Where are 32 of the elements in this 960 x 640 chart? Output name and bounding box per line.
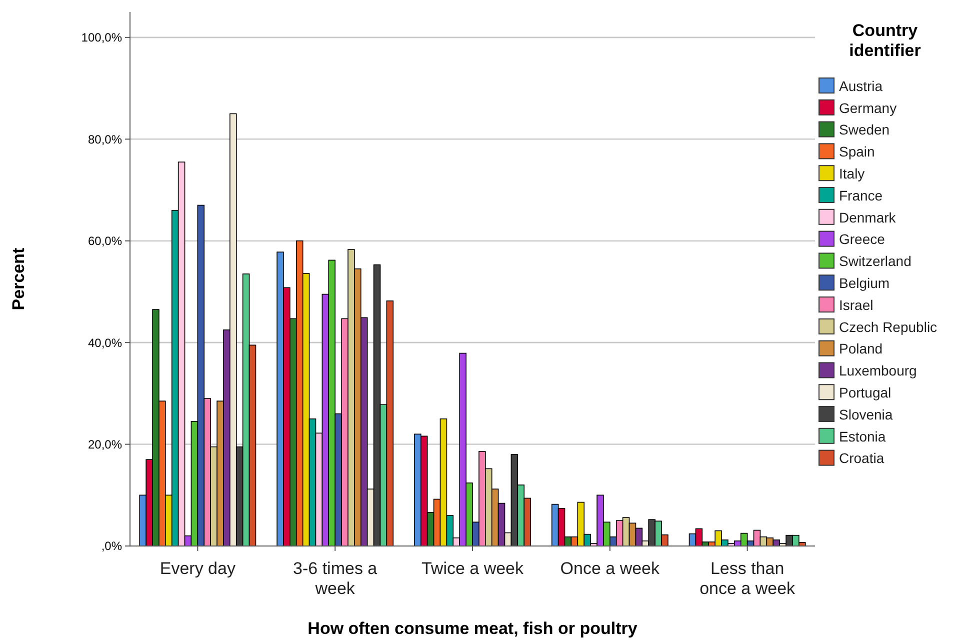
legend-label: Germany (839, 100, 897, 116)
y-axis-title: Percent (9, 247, 28, 310)
x-axis-title: How often consume meat, fish or poultry (308, 619, 638, 638)
legend-label: France (839, 187, 883, 204)
x-tick-label: Twice a week (421, 559, 524, 578)
legend-label: Poland (839, 340, 883, 357)
legend-label: Greece (839, 231, 886, 248)
legend-label: Belgium (839, 275, 890, 291)
legend-label: Estonia (839, 428, 886, 444)
y-tick-label: 40,0% (88, 336, 122, 350)
y-tick-label: 20,0% (88, 437, 122, 452)
x-tick-label: Every day (160, 559, 236, 578)
y-tick-label: 80,0% (88, 132, 122, 146)
y-tick-label: 100,0% (81, 30, 122, 45)
legend-label: Sweden (839, 122, 890, 138)
legend-label: Denmark (839, 209, 897, 226)
y-tick-label: ,0% (101, 539, 122, 554)
y-tick-label: 60,0% (88, 234, 122, 248)
legend-title: Country identifier (849, 21, 922, 60)
x-tick-label: 3-6 times a week (293, 559, 378, 598)
legend-label: Switzerland (839, 253, 912, 270)
legend-label: Italy (839, 166, 865, 182)
legend-label: Luxembourg (839, 362, 917, 379)
legend-label: Israel (839, 296, 874, 313)
legend-label: Portugal (839, 384, 892, 400)
legend-label: Spain (839, 144, 875, 160)
legend-label: Czech Republic (839, 318, 938, 335)
legend-label: Croatia (839, 450, 884, 466)
x-tick-label: Less than once a week (700, 559, 796, 598)
legend-label: Slovenia (839, 406, 893, 422)
x-tick-label: Once a week (560, 559, 660, 578)
legend-label: Austria (839, 78, 883, 94)
